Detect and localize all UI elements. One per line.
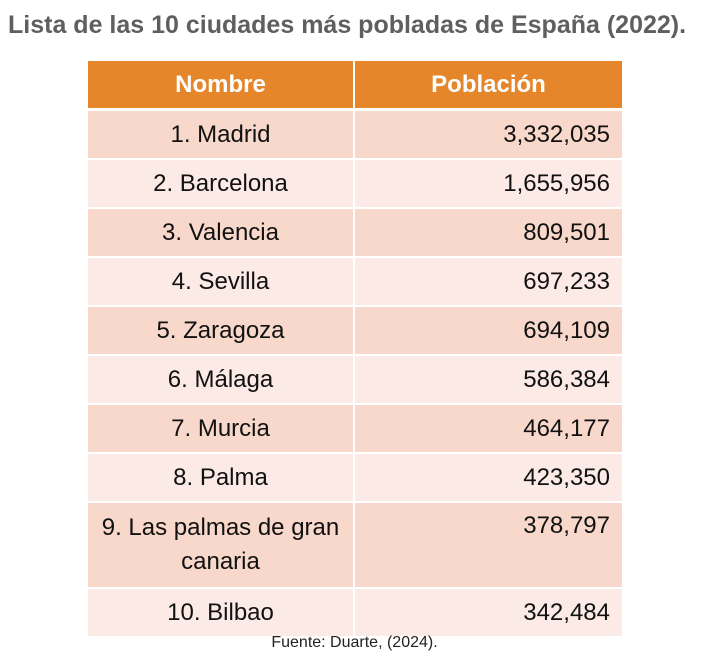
- population-cell: 378,797: [353, 502, 622, 589]
- source-note: Fuente: Duarte, (2024).: [271, 634, 438, 651]
- table-row: 9. Las palmas de gran canaria 378,797: [88, 502, 622, 589]
- population-cell: 586,384: [353, 355, 622, 405]
- table-row: 3. Valencia 809,501: [88, 208, 622, 258]
- table-row: 10. Bilbao 342,484: [88, 588, 622, 638]
- population-cell: 423,350: [353, 453, 622, 503]
- city-name-cell: 2. Barcelona: [88, 159, 354, 209]
- table-row: 6. Málaga 586,384: [88, 355, 622, 405]
- column-header-population: Población: [353, 61, 622, 111]
- city-name-cell: 6. Málaga: [88, 355, 354, 405]
- city-name-cell: 8. Palma: [88, 453, 354, 503]
- population-cell: 809,501: [353, 208, 622, 258]
- population-cell: 697,233: [353, 257, 622, 307]
- city-name-cell: 1. Madrid: [88, 109, 354, 160]
- city-name-cell: 7. Murcia: [88, 404, 354, 454]
- table-row: 5. Zaragoza 694,109: [88, 306, 622, 356]
- population-cell: 694,109: [353, 306, 622, 356]
- column-header-name: Nombre: [88, 61, 354, 111]
- city-name-cell: 4. Sevilla: [88, 257, 354, 307]
- table-row: 4. Sevilla 697,233: [88, 257, 622, 307]
- table-header-row: Nombre Población: [88, 61, 622, 111]
- city-name-cell: 9. Las palmas de gran canaria: [88, 502, 354, 589]
- table-row: 2. Barcelona 1,655,956: [88, 159, 622, 209]
- city-name-cell: 3. Valencia: [88, 208, 354, 258]
- population-cell: 3,332,035: [353, 109, 622, 160]
- page-title: Lista de las 10 ciudades más pobladas de…: [8, 11, 687, 39]
- table-row: 1. Madrid 3,332,035: [88, 109, 622, 160]
- population-table: Nombre Población 1. Madrid 3,332,035 2. …: [88, 61, 622, 638]
- population-cell: 342,484: [353, 588, 622, 638]
- population-cell: 464,177: [353, 404, 622, 454]
- city-name-cell: 10. Bilbao: [88, 588, 354, 638]
- population-cell: 1,655,956: [353, 159, 622, 209]
- table-row: 8. Palma 423,350: [88, 453, 622, 503]
- city-name-cell: 5. Zaragoza: [88, 306, 354, 356]
- table-row: 7. Murcia 464,177: [88, 404, 622, 454]
